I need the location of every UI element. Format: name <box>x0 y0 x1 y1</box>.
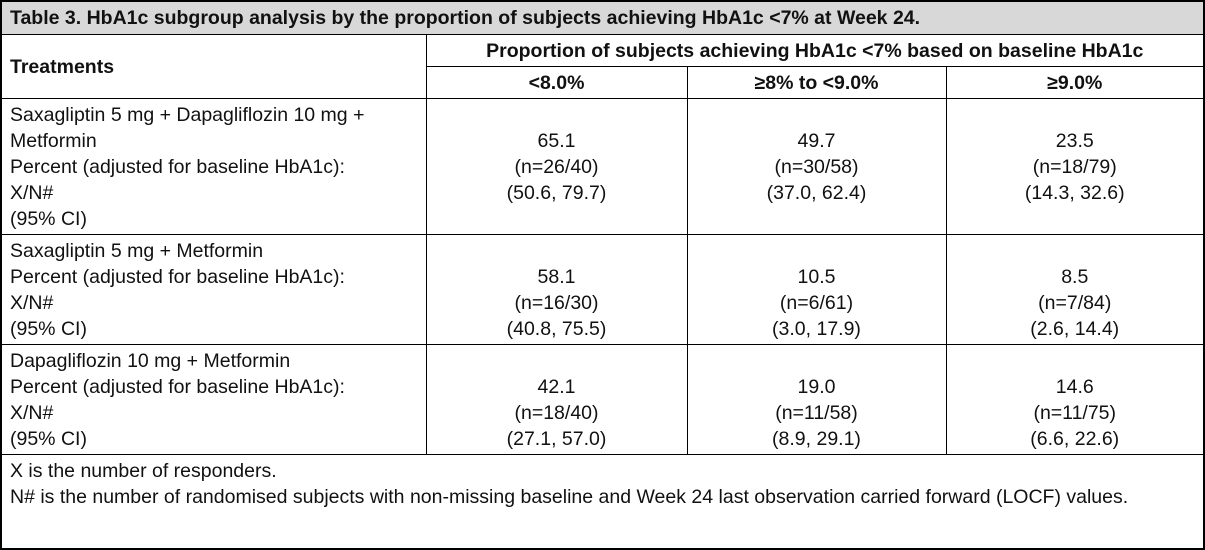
treatment-label: Saxagliptin 5 mg + Dapagliflozin 10 mg +… <box>2 98 427 235</box>
table-row: Saxagliptin 5 mg + Dapagliflozin 10 mg +… <box>2 98 1203 235</box>
ci-value: (6.6, 22.6) <box>1030 428 1120 450</box>
n-value: (n=11/75) <box>1033 402 1117 424</box>
percent-value: 23.5 <box>1055 130 1094 152</box>
treatment-name: Dapagliflozin 10 mg + Metformin <box>10 350 291 372</box>
xn-label: X/N# <box>10 402 54 424</box>
n-value: (n=18/40) <box>514 402 599 424</box>
result-cell: 42.1 (n=18/40) (27.1, 57.0) <box>425 344 688 455</box>
ci-value: (3.0, 17.9) <box>772 318 861 340</box>
table-row: Dapagliflozin 10 mg + Metformin Percent … <box>2 344 1203 455</box>
footnote-n: N# is the number of randomised subjects … <box>10 486 1129 508</box>
n-value: (n=6/61) <box>779 292 854 314</box>
table-title: Table 3. HbA1c subgroup analysis by the … <box>2 2 1203 35</box>
ci-value: (40.8, 75.5) <box>506 318 607 340</box>
percent-value: 14.6 <box>1055 376 1094 398</box>
n-value: (n=18/79) <box>1032 156 1117 178</box>
footnote-x: X is the number of responders. <box>10 460 277 482</box>
treatment-name: Saxagliptin 5 mg + Metformin <box>10 240 264 262</box>
xn-label: X/N# <box>10 182 54 204</box>
percent-value: 49.7 <box>797 130 836 152</box>
treatment-label: Dapagliflozin 10 mg + Metformin Percent … <box>2 344 427 455</box>
percent-label: Percent (adjusted for baseline HbA1c): <box>10 156 345 178</box>
ci-value: (37.0, 62.4) <box>766 182 867 204</box>
ci-label: (95% CI) <box>10 208 87 230</box>
percent-value: 8.5 <box>1061 266 1089 288</box>
ci-label: (95% CI) <box>10 318 87 340</box>
percent-value: 19.0 <box>797 376 836 398</box>
table-title-row: Table 3. HbA1c subgroup analysis by the … <box>2 2 1203 35</box>
result-cell: 65.1 (n=26/40) (50.6, 79.7) <box>425 98 688 235</box>
percent-value: 65.1 <box>537 130 576 152</box>
percent-value: 58.1 <box>537 266 576 288</box>
percent-value: 42.1 <box>537 376 576 398</box>
n-value: (n=26/40) <box>514 156 599 178</box>
table-row: Saxagliptin 5 mg + Metformin Percent (ad… <box>2 234 1203 345</box>
ci-value: (2.6, 14.4) <box>1030 318 1120 340</box>
n-value: (n=16/30) <box>514 292 599 314</box>
n-value: (n=7/84) <box>1038 292 1112 314</box>
result-cell: 58.1 (n=16/30) (40.8, 75.5) <box>425 234 688 345</box>
result-cell: 8.5 (n=7/84) (2.6, 14.4) <box>945 234 1203 345</box>
treatments-header: Treatments <box>2 34 427 99</box>
column-header-ge9: ≥9.0% <box>945 66 1203 99</box>
ci-value: (27.1, 57.0) <box>506 428 607 450</box>
hba1c-subgroup-table: Table 3. HbA1c subgroup analysis by the … <box>2 2 1203 510</box>
result-cell: 19.0 (n=11/58) (8.9, 29.1) <box>686 344 947 455</box>
column-header-8to9: ≥8% to <9.0% <box>686 66 947 99</box>
result-cell: 49.7 (n=30/58) (37.0, 62.4) <box>686 98 947 235</box>
proportion-group-header: Proportion of subjects achieving HbA1c <… <box>425 34 1203 67</box>
treatment-label: Saxagliptin 5 mg + Metformin Percent (ad… <box>2 234 427 345</box>
n-value: (n=11/58) <box>775 402 858 424</box>
result-cell: 23.5 (n=18/79) (14.3, 32.6) <box>945 98 1203 235</box>
percent-label: Percent (adjusted for baseline HbA1c): <box>10 266 345 288</box>
ci-label: (95% CI) <box>10 428 87 450</box>
n-value: (n=30/58) <box>774 156 859 178</box>
treatment-name: Saxagliptin 5 mg + Dapagliflozin 10 mg +… <box>10 104 365 152</box>
percent-value: 10.5 <box>797 266 836 288</box>
footnotes: X is the number of responders. N# is the… <box>2 454 1203 510</box>
column-header-lt8: <8.0% <box>425 66 688 99</box>
ci-value: (50.6, 79.7) <box>506 182 607 204</box>
ci-value: (8.9, 29.1) <box>772 428 861 450</box>
percent-label: Percent (adjusted for baseline HbA1c): <box>10 376 345 398</box>
result-cell: 14.6 (n=11/75) (6.6, 22.6) <box>945 344 1203 455</box>
xn-label: X/N# <box>10 292 54 314</box>
footnote-row: X is the number of responders. N# is the… <box>2 454 1203 510</box>
header-row-group: Treatments Proportion of subjects achiev… <box>2 34 1203 99</box>
ci-value: (14.3, 32.6) <box>1024 182 1125 204</box>
result-cell: 10.5 (n=6/61) (3.0, 17.9) <box>686 234 947 345</box>
